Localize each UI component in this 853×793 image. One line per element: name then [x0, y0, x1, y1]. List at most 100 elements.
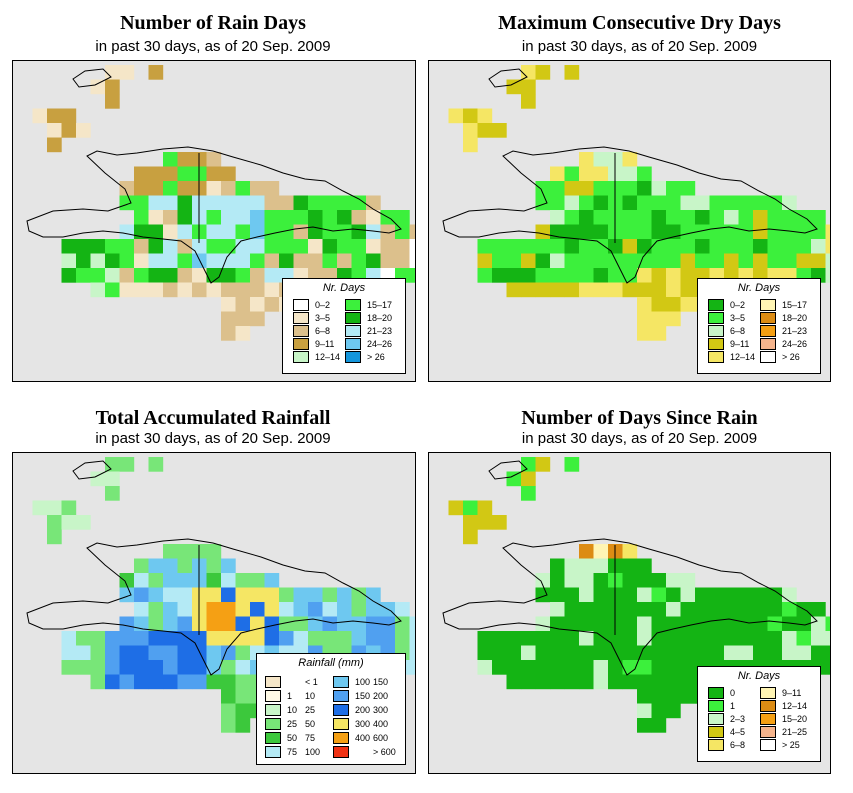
legend-swatch — [345, 351, 361, 363]
grid-cell — [550, 239, 565, 254]
grid-cell — [463, 137, 478, 153]
grid-cell — [221, 587, 236, 603]
grid-cell — [796, 645, 812, 661]
grid-cell — [61, 253, 77, 269]
legend-label: 6–8 — [730, 326, 746, 336]
legend-label: 15–17 — [782, 300, 808, 310]
grid-cell — [221, 616, 236, 632]
grid-cell — [366, 587, 381, 603]
grid-cell — [564, 674, 580, 690]
grid-cell — [235, 631, 251, 646]
panel-days-since-rain: Number of Days Since Rain in past 30 day… — [426, 395, 853, 793]
grid-cell — [148, 282, 164, 298]
grid-cell — [366, 253, 381, 269]
grid-cell — [177, 268, 193, 283]
grid-cell — [192, 253, 207, 269]
grid-cell — [105, 645, 120, 661]
legend-label: 9–11 — [315, 339, 335, 349]
grid-cell — [738, 602, 754, 617]
grid-cell — [148, 65, 164, 80]
grid-cell — [163, 268, 178, 283]
grid-cell — [492, 123, 507, 138]
grid-cell — [695, 195, 710, 211]
grid-cell — [134, 587, 149, 603]
grid-cell — [521, 268, 536, 283]
grid-cell — [709, 602, 725, 617]
grid-cell — [337, 631, 352, 646]
grid-cell — [564, 253, 580, 269]
grid-cell — [409, 224, 415, 240]
grid-cell — [666, 239, 681, 254]
panel-subtitle: in past 30 days, as of 20 Sep. 2009 — [95, 38, 331, 55]
grid-cell — [608, 239, 623, 254]
grid-cell — [666, 181, 681, 196]
grid-cell — [593, 152, 609, 167]
grid-cell — [76, 645, 91, 661]
grid-cell — [206, 166, 222, 182]
grid-cell — [90, 471, 106, 487]
map-canvas — [442, 65, 830, 341]
legend-label: 18–20 — [782, 313, 808, 323]
grid-cell — [119, 224, 135, 240]
grid-cell — [564, 631, 580, 646]
legend-range-high: > 600 — [373, 747, 396, 757]
grid-cell — [550, 631, 565, 646]
grid-cell — [695, 224, 710, 240]
grid-cell — [738, 631, 754, 646]
grid-cell — [250, 573, 265, 588]
grid-cell — [148, 587, 164, 603]
grid-cell — [724, 239, 739, 254]
grid-cell — [622, 239, 638, 254]
grid-cell — [651, 239, 667, 254]
grid-cell — [550, 602, 565, 617]
grid-cell — [134, 573, 149, 588]
grid-cell — [134, 558, 149, 574]
legend-label: 4–5 — [730, 727, 746, 737]
grid-cell — [695, 645, 710, 661]
grid-cell — [651, 268, 667, 283]
grid-cell — [579, 210, 594, 225]
legend-item: 12–14 — [293, 351, 343, 363]
grid-cell — [550, 282, 565, 298]
grid-cell — [492, 268, 507, 283]
grid-cell — [593, 282, 609, 298]
grid-cell — [463, 515, 478, 530]
grid-cell — [535, 239, 551, 254]
grid-cell — [622, 674, 638, 690]
grid-cell — [235, 210, 251, 225]
grid-cell — [264, 195, 280, 211]
grid-cell — [593, 558, 609, 574]
grid-cell — [680, 587, 696, 603]
panel-total-rainfall: Total Accumulated Rainfall in past 30 da… — [0, 395, 426, 793]
grid-cell — [738, 210, 754, 225]
legend-item: 12–14 — [708, 351, 758, 363]
grid-cell — [477, 631, 493, 646]
grid-cell — [579, 282, 594, 298]
grid-cell — [163, 166, 178, 182]
grid-cell — [593, 195, 609, 211]
grid-cell — [637, 297, 652, 312]
grid-cell — [579, 602, 594, 617]
grid-cell — [206, 181, 222, 196]
grid-cell — [550, 674, 565, 690]
grid-cell — [76, 268, 91, 283]
grid-cell — [651, 703, 667, 719]
grid-cell — [796, 616, 812, 632]
grid-cell — [221, 660, 236, 675]
grid-cell — [506, 268, 522, 283]
grid-cell — [477, 268, 493, 283]
grid-cell — [666, 645, 681, 661]
grid-cell — [637, 703, 652, 719]
grid-cell — [593, 645, 609, 661]
grid-cell — [235, 660, 251, 675]
grid-cell — [177, 181, 193, 196]
grid-cell — [796, 224, 812, 240]
grid-cell — [579, 224, 594, 240]
grid-cell — [163, 181, 178, 196]
grid-cell — [409, 268, 415, 283]
grid-cell — [148, 181, 164, 196]
grid-cell — [221, 573, 236, 588]
grid-cell — [709, 587, 725, 603]
grid-cell — [593, 253, 609, 269]
grid-cell — [564, 268, 580, 283]
